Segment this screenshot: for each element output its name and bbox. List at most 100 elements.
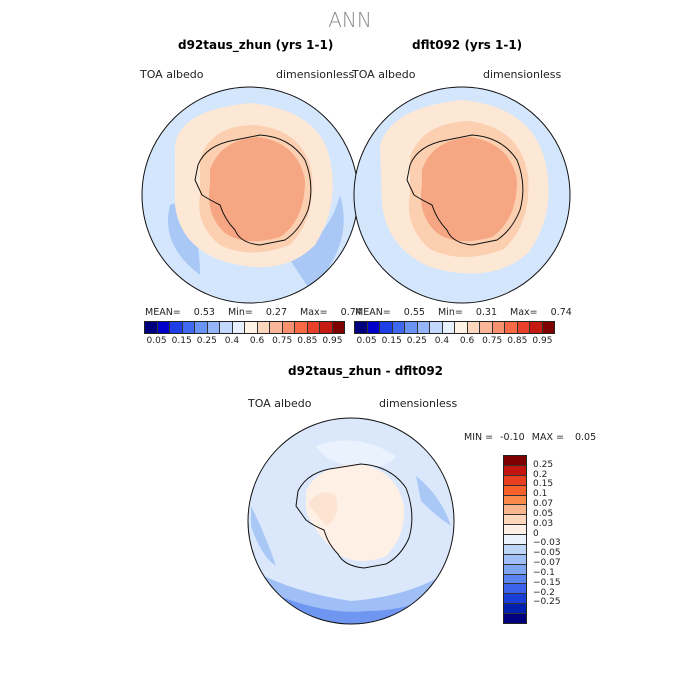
colorbar-label: 0.05 <box>533 508 554 519</box>
colorbar-label: 0.25 <box>406 336 427 346</box>
colorbar-swatch <box>182 322 195 333</box>
colorbar-swatch <box>257 322 270 333</box>
colorbar-swatch <box>442 322 455 333</box>
colorbar-label: 0.15 <box>171 336 192 346</box>
colorbar-swatch <box>504 456 526 466</box>
colorbar-label: 0.1 <box>533 489 548 500</box>
left-colorbar <box>144 321 345 334</box>
diff-min-label: MIN = <box>464 432 494 443</box>
colorbar-label: 0.15 <box>381 336 402 346</box>
colorbar-label: 0.05 <box>146 336 167 346</box>
colorbar-swatch <box>392 322 405 333</box>
colorbar-swatch <box>417 322 430 333</box>
right-stats: MEAN= 0.55 Min= 0.31 Max= 0.74 <box>355 307 572 318</box>
colorbar-label: 0.2 <box>533 469 548 480</box>
colorbar-label: 0.95 <box>322 336 343 346</box>
colorbar-label: 0.75 <box>482 336 503 346</box>
colorbar-swatch <box>542 322 554 333</box>
colorbar-label: 0.95 <box>532 336 553 346</box>
colorbar-swatch <box>504 594 526 605</box>
colorbar-label: 0.75 <box>272 336 293 346</box>
diff-max-value: 0.05 <box>574 432 597 443</box>
diff-stats: MIN = -0.10 MAX = 0.05 <box>464 432 596 443</box>
colorbar-label: −0.03 <box>533 538 561 549</box>
colorbar-swatch <box>517 322 530 333</box>
colorbar-swatch <box>332 322 344 333</box>
colorbar-swatch <box>504 584 526 595</box>
right-colorbar <box>354 321 555 334</box>
colorbar-label: 0.4 <box>224 336 240 346</box>
colorbar-swatch <box>355 322 368 333</box>
right-min-value: 0.31 <box>475 307 497 318</box>
colorbar-label: 0.6 <box>459 336 475 346</box>
colorbar-label: −0.05 <box>533 548 561 559</box>
colorbar-label: 0 <box>533 528 539 539</box>
left-mean-label: MEAN= <box>145 307 181 318</box>
diff-polar-map <box>247 417 455 625</box>
right-polar-map <box>353 86 571 304</box>
colorbar-swatch <box>405 322 418 333</box>
colorbar-swatch <box>504 564 526 575</box>
colorbar-swatch <box>455 322 468 333</box>
colorbar-label: 0.85 <box>297 336 318 346</box>
colorbar-swatch <box>480 322 493 333</box>
right-max-label: Max= <box>510 307 538 318</box>
colorbar-label: 0.4 <box>434 336 450 346</box>
left-variable-label: TOA albedo <box>140 68 204 81</box>
colorbar-swatch <box>220 322 233 333</box>
right-min-label: Min= <box>437 307 463 318</box>
colorbar-label: 0.6 <box>249 336 265 346</box>
colorbar-label: 0.25 <box>196 336 217 346</box>
colorbar-swatch <box>504 604 526 614</box>
left-min-label: Min= <box>227 307 253 318</box>
diff-variable-label: TOA albedo <box>248 397 312 410</box>
left-mean-value: 0.53 <box>193 307 215 318</box>
diff-units-label: dimensionless <box>379 397 458 410</box>
colorbar-label: 0.85 <box>507 336 528 346</box>
colorbar-swatch <box>492 322 505 333</box>
colorbar-swatch <box>195 322 208 333</box>
right-units-label: dimensionless <box>483 68 562 81</box>
right-variable-label: TOA albedo <box>352 68 416 81</box>
colorbar-swatch <box>504 515 526 526</box>
colorbar-swatch <box>504 614 526 623</box>
colorbar-label: −0.25 <box>533 597 561 608</box>
colorbar-swatch <box>504 535 526 545</box>
colorbar-swatch <box>307 322 320 333</box>
colorbar-label: −0.07 <box>533 558 561 569</box>
left-stats: MEAN= 0.53 Min= 0.27 Max= 0.74 <box>145 307 362 318</box>
colorbar-swatch <box>430 322 443 333</box>
colorbar-swatch <box>467 322 480 333</box>
right-max-value: 0.74 <box>550 307 572 318</box>
right-panel-title: dflt092 (yrs 1-1) <box>412 38 523 52</box>
colorbar-swatch <box>282 322 295 333</box>
main-title: ANN <box>328 8 372 32</box>
colorbar-swatch <box>145 322 158 333</box>
diff-min-value: -0.10 <box>500 432 525 443</box>
colorbar-label: −0.1 <box>533 567 555 578</box>
colorbar-swatch <box>504 485 526 496</box>
colorbar-label: 0.25 <box>533 459 554 470</box>
colorbar-swatch <box>320 322 333 333</box>
diff-colorbar <box>503 455 527 624</box>
colorbar-swatch <box>157 322 170 333</box>
colorbar-swatch <box>232 322 245 333</box>
left-min-value: 0.27 <box>265 307 287 318</box>
colorbar-swatch <box>295 322 308 333</box>
colorbar-swatch <box>504 544 526 555</box>
colorbar-swatch <box>504 495 526 506</box>
left-max-value: 0.74 <box>340 307 362 318</box>
colorbar-swatch <box>504 465 526 476</box>
right-mean-value: 0.55 <box>403 307 425 318</box>
left-units-label: dimensionless <box>276 68 355 81</box>
colorbar-label: 0.15 <box>533 479 554 490</box>
left-panel-title: d92taus_zhun (yrs 1-1) <box>178 38 334 52</box>
colorbar-swatch <box>505 322 518 333</box>
colorbar-swatch <box>367 322 380 333</box>
diff-max-label: MAX = <box>531 432 564 443</box>
colorbar-swatch <box>380 322 393 333</box>
colorbar-label: 0.05 <box>356 336 377 346</box>
left-max-label: Max= <box>300 307 328 318</box>
colorbar-label: 0.07 <box>533 499 554 510</box>
colorbar-label: −0.2 <box>533 587 555 598</box>
